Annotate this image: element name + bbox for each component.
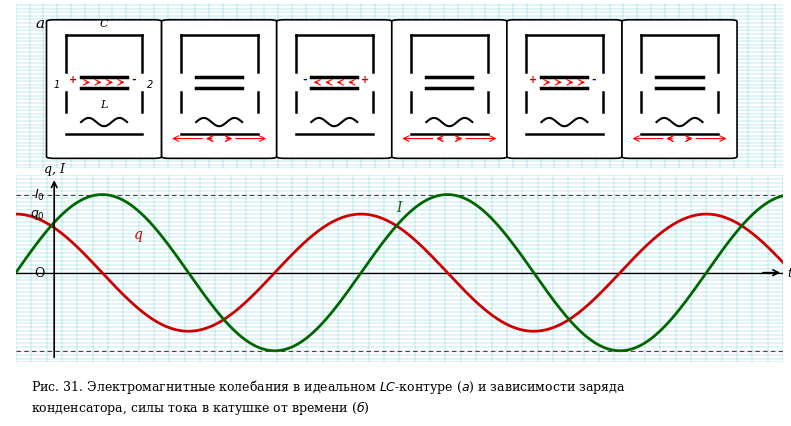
FancyBboxPatch shape <box>507 21 622 159</box>
Text: t: t <box>787 267 791 279</box>
Text: Рис. 31. Электромагнитные колебания в идеальном $LC$-контуре ($a$) и зависимости: Рис. 31. Электромагнитные колебания в ид… <box>31 377 626 416</box>
Text: +: + <box>361 75 369 85</box>
Text: L: L <box>100 100 108 109</box>
Text: -: - <box>131 75 135 85</box>
Text: -: - <box>303 75 308 85</box>
Text: 1: 1 <box>53 80 59 90</box>
Text: a: a <box>35 17 44 32</box>
Text: +: + <box>529 75 538 85</box>
Text: q: q <box>134 227 143 241</box>
Text: $I_0$: $I_0$ <box>34 187 45 203</box>
Text: +: + <box>69 75 78 85</box>
Text: q, I: q, I <box>44 163 65 176</box>
Text: O: O <box>35 267 45 279</box>
Text: C: C <box>100 19 108 29</box>
FancyBboxPatch shape <box>622 21 737 159</box>
FancyBboxPatch shape <box>161 21 277 159</box>
Text: -: - <box>592 75 596 85</box>
FancyBboxPatch shape <box>47 21 161 159</box>
FancyBboxPatch shape <box>392 21 507 159</box>
Text: 2: 2 <box>147 80 153 90</box>
Text: I: I <box>397 201 402 215</box>
FancyBboxPatch shape <box>277 21 392 159</box>
Text: $q_0$: $q_0$ <box>30 207 45 222</box>
